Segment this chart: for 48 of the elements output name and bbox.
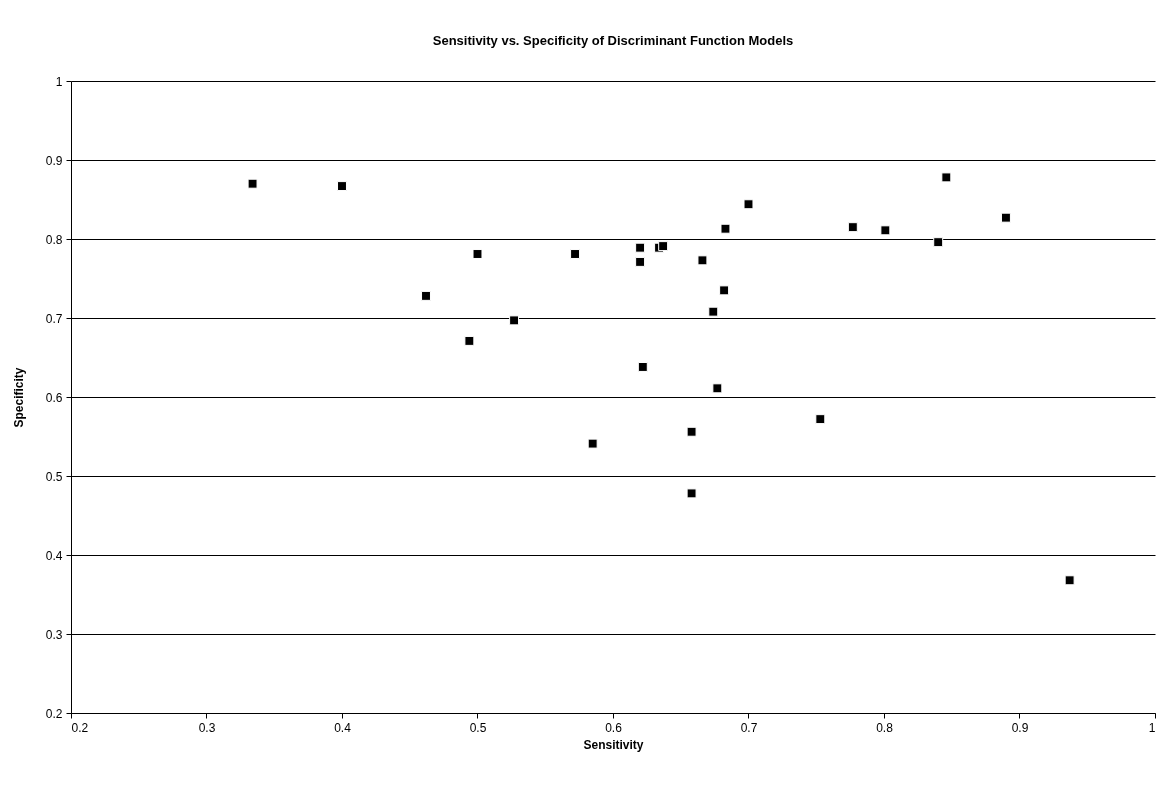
point	[847, 222, 858, 233]
x-axis-title: Sensitivity	[583, 737, 644, 752]
point	[712, 383, 723, 394]
point	[337, 181, 347, 192]
point	[708, 306, 719, 317]
point	[658, 241, 669, 252]
point	[472, 249, 483, 259]
point	[815, 414, 826, 425]
x-tick-label: 1	[1148, 720, 1156, 735]
y-tick-label: 0.6	[45, 390, 63, 405]
point	[697, 255, 708, 266]
point	[464, 335, 475, 346]
x-tick-label: 0.2	[71, 720, 89, 735]
point	[587, 438, 598, 449]
point	[637, 362, 648, 372]
point	[635, 256, 646, 267]
y-tick-label: 0.3	[45, 627, 63, 642]
chart-title: Sensitivity vs. Specificity of Discriminant Function Models	[432, 33, 794, 48]
y-tick-label: 0.8	[45, 232, 63, 247]
y-tick-label: 0.4	[45, 548, 63, 563]
point	[570, 249, 581, 259]
point	[719, 285, 730, 296]
point	[686, 488, 697, 499]
point	[686, 426, 697, 437]
y-axis-title: Specificity	[11, 367, 26, 428]
x-tick-label: 0.7	[740, 720, 758, 735]
x-tick-label: 0.4	[334, 720, 352, 735]
x-tick-label: 0.8	[876, 720, 894, 735]
point	[933, 237, 944, 248]
y-tick-label: 0.5	[45, 469, 63, 484]
point	[941, 172, 952, 183]
x-tick-label: 0.6	[605, 720, 623, 735]
y-tick-label: 0.7	[45, 311, 63, 326]
point	[509, 315, 520, 326]
point	[720, 223, 731, 234]
point	[880, 225, 891, 236]
point	[1000, 212, 1011, 223]
point	[421, 290, 431, 301]
x-tick-label: 0.3	[198, 720, 216, 735]
x-tick-label: 0.5	[469, 720, 487, 735]
point	[743, 199, 754, 210]
y-tick-label: 0.9	[45, 153, 63, 168]
y-tick-label: 1	[55, 74, 63, 89]
x-tick-label: 0.9	[1011, 720, 1029, 735]
point	[1064, 575, 1075, 586]
y-tick-label: 0.2	[45, 706, 63, 721]
point	[247, 178, 258, 189]
point	[635, 242, 646, 253]
